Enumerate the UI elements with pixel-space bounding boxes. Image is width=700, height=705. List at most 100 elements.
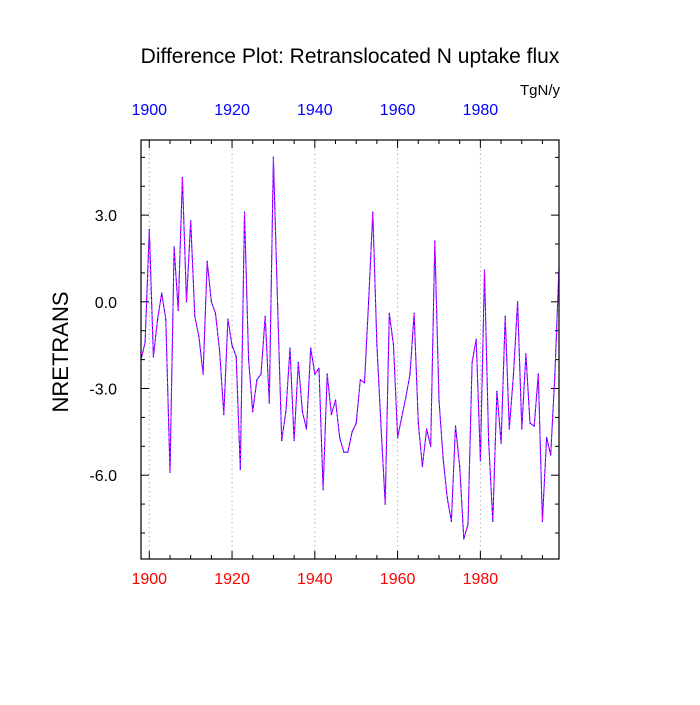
data-point [442,457,444,459]
data-point [492,520,494,523]
data-point [190,220,192,222]
data-point [533,425,535,427]
data-point [322,489,324,491]
data-point [219,350,221,352]
data-point [339,437,341,439]
data-point [517,301,519,303]
data-point [330,413,332,416]
y-axis-label: NRETRANS [48,291,73,412]
data-point [380,425,382,427]
data-point [334,399,337,401]
data-point [512,373,515,375]
data-point [293,439,295,442]
x-tick-label-bottom: 1920 [214,571,250,588]
data-point [500,442,502,444]
data-point [185,301,188,303]
data-point [467,523,469,525]
axis-ticks [141,140,559,559]
data-point [264,315,266,317]
data-point [161,292,163,294]
data-point [256,379,258,381]
data-point [227,318,229,320]
data-point [388,312,390,314]
x-tick-label-bottom: 1900 [131,571,167,588]
data-point [144,341,146,343]
data-point [421,465,423,468]
data-point [268,402,270,404]
x-tick-label-top: 1940 [297,102,333,119]
data-point [277,304,279,306]
data-point [248,359,250,361]
data-point [301,411,303,413]
data-point [434,240,436,242]
data-point [206,260,208,262]
chart-title: Difference Plot: Retranslocated N uptake… [141,45,560,68]
data-point [359,379,361,381]
data-point [347,451,349,453]
y-tick-label: -3.0 [89,382,117,399]
data-point [210,301,212,303]
data-point [508,428,510,430]
data-point [401,416,403,418]
data-point [384,503,386,505]
series-layer [140,156,560,540]
data-point [343,451,345,453]
plot-frame [140,139,560,560]
data-point [446,497,448,499]
data-point [214,312,217,314]
data-point [488,439,490,442]
series-line-magenta-dashed [140,156,560,540]
data-point [405,396,407,398]
data-point [537,373,539,375]
y-tick-label: 3.0 [95,208,117,225]
data-point [297,361,299,364]
data-point [413,312,415,314]
y-tick-label: -6.0 [89,468,117,485]
data-point [152,356,154,358]
data-point [483,269,486,271]
data-point [372,211,374,213]
data-point [239,468,241,470]
data-point [546,437,548,439]
data-point [479,460,481,462]
x-tick-label-bottom: 1980 [463,571,499,588]
data-point [504,315,506,317]
data-point [459,465,461,468]
data-point [326,373,328,375]
data-point [363,382,366,384]
data-point [305,428,308,430]
data-point [463,538,465,540]
data-point [181,177,183,179]
data-point [409,373,411,375]
data-point [376,344,378,346]
data-point [430,445,432,447]
data-point [281,439,283,442]
data-point [173,246,175,248]
data-point [392,344,395,346]
data-point [157,318,159,320]
data-point [223,413,225,416]
data-point [285,411,287,413]
data-point [177,309,179,312]
data-point [438,399,440,401]
data-point [165,318,167,320]
units-label: TgN/y [520,82,561,99]
x-tick-label-top: 1920 [214,102,250,119]
data-point [454,425,457,427]
data-point [289,347,291,349]
x-tick-label-top: 1980 [463,102,499,119]
data-point [471,361,473,364]
data-point [318,367,320,369]
data-point [496,390,498,392]
data-point [355,422,357,424]
data-point [235,356,237,358]
x-tick-label-top: 1900 [131,102,167,119]
axis-tick-labels: 1900 1900 1920 1920 1940 1940 1960 1960 1980 1980… [89,102,498,588]
y-tick-label: 0.0 [95,295,117,312]
data-point [475,338,477,340]
data-point [198,335,200,338]
data-point [252,411,254,413]
